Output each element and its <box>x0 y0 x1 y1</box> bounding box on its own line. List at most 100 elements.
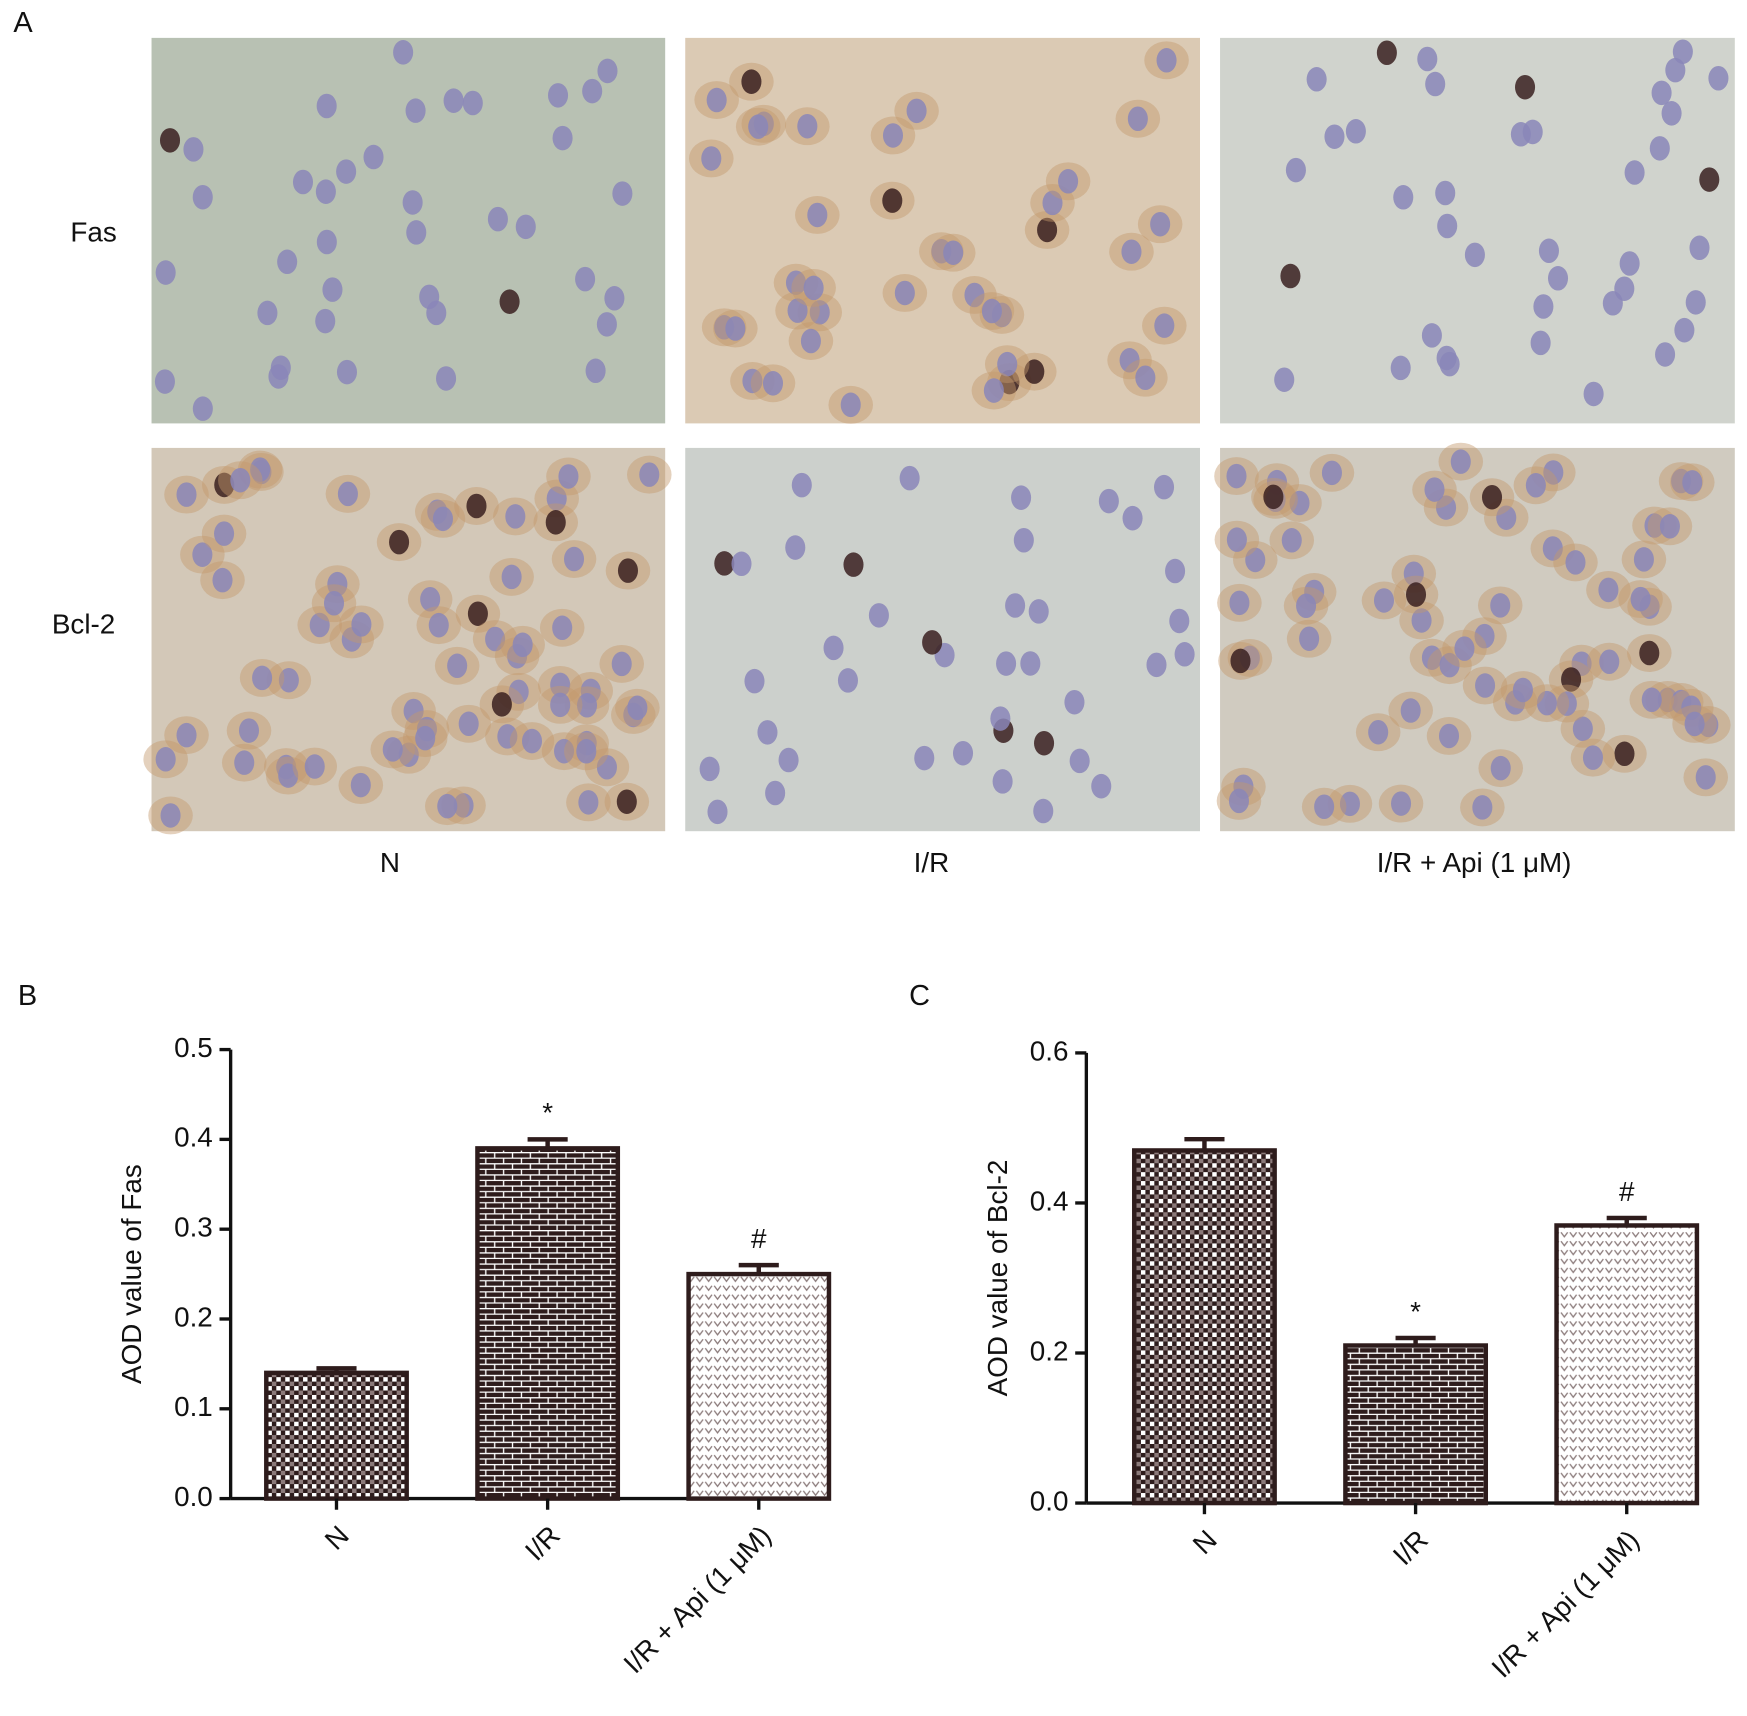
cell-nucleus <box>762 371 784 396</box>
cell-nucleus <box>952 740 974 766</box>
cell-nucleus <box>1119 348 1140 373</box>
cell-nucleus <box>1515 74 1536 100</box>
cell-nucleus <box>1289 490 1310 516</box>
significance-marker: # <box>1619 1176 1635 1207</box>
cell-nucleus <box>1437 213 1458 239</box>
cell-nucleus <box>1263 484 1284 510</box>
cell-nucleus <box>548 83 569 108</box>
column-label: I/R + Api (1 μM) <box>1377 847 1572 878</box>
cell-nucleus <box>462 90 483 116</box>
cell-nucleus <box>336 159 357 184</box>
cell-nucleus <box>1127 106 1148 132</box>
cell-nucleus <box>508 679 529 705</box>
cell-nucleus <box>1661 101 1682 126</box>
cell-nucleus <box>1028 599 1049 624</box>
cell-nucleus <box>785 535 806 560</box>
cell-nucleus <box>1421 323 1442 348</box>
cell-nucleus <box>1438 723 1460 749</box>
cell-nucleus <box>420 586 441 612</box>
cell-nucleus <box>578 790 599 815</box>
cell-nucleus <box>597 58 618 84</box>
bar <box>1554 1223 1700 1506</box>
cell-nucleus <box>612 181 633 206</box>
cell-nucleus <box>159 128 181 153</box>
cell-nucleus <box>585 358 606 384</box>
cell-nucleus <box>922 630 943 655</box>
cell-nucleus <box>1024 359 1045 384</box>
cell-nucleus <box>1439 652 1460 678</box>
bar <box>1343 1343 1489 1506</box>
cell-nucleus <box>576 739 597 764</box>
cell-nucleus <box>415 725 436 751</box>
cell-nucleus <box>1424 477 1445 502</box>
cell-nucleus <box>1011 485 1032 510</box>
cell-nucleus <box>797 113 818 139</box>
cell-nucleus <box>393 40 414 65</box>
cell-nucleus <box>155 260 176 285</box>
x-tick-label: I/R <box>1387 1524 1434 1571</box>
cell-nucleus <box>1685 290 1706 315</box>
cell-nucleus <box>617 558 639 583</box>
cell-nucleus <box>1146 652 1167 678</box>
cell-nucleus <box>1321 460 1342 486</box>
cell-nucleus <box>1572 716 1593 742</box>
cell-nucleus <box>1536 690 1557 716</box>
cell-nucleus <box>701 146 722 171</box>
cell-nucleus <box>515 214 536 240</box>
cell-nucleus <box>882 123 904 148</box>
cell-nucleus <box>1098 488 1119 514</box>
cell-nucleus <box>552 615 573 641</box>
cell-nucleus <box>466 493 487 519</box>
cell-nucleus <box>1530 330 1551 356</box>
cell-nucleus <box>1228 788 1249 814</box>
cell-nucleus <box>714 551 735 576</box>
cell-nucleus <box>323 590 345 616</box>
cell-nucleus <box>882 188 903 213</box>
cell-nucleus <box>837 668 858 693</box>
panel-label: A <box>13 7 33 39</box>
cell-nucleus <box>154 369 175 394</box>
x-tick-label: N <box>319 1520 355 1556</box>
cell-nucleus <box>1454 636 1475 661</box>
bar <box>1132 1148 1277 1506</box>
cell-nucleus <box>639 462 660 487</box>
cell-nucleus <box>1496 505 1517 530</box>
cell-nucleus <box>1042 190 1063 216</box>
cell-nucleus <box>497 724 518 749</box>
cell-nucleus <box>744 668 765 694</box>
cell-nucleus <box>1156 48 1177 73</box>
cell-nucleus <box>1425 71 1446 97</box>
cell-nucleus <box>983 378 1004 403</box>
cell-nucleus <box>1649 136 1670 161</box>
x-tick-label: I/R + Api (1 μM) <box>617 1520 777 1680</box>
cell-nucleus <box>278 667 299 693</box>
cell-nucleus <box>1064 689 1085 715</box>
cell-nucleus <box>403 698 424 724</box>
cell-nucleus <box>1674 317 1695 343</box>
cell-nucleus <box>1689 235 1710 261</box>
cell-nucleus <box>596 754 617 780</box>
cell-nucleus <box>899 465 920 491</box>
y-tick-label: 0.0 <box>1030 1485 1069 1516</box>
cell-nucleus <box>402 190 423 215</box>
cell-nucleus <box>443 88 464 113</box>
cell-nucleus <box>1490 593 1511 618</box>
cell-nucleus <box>1512 677 1533 703</box>
cell-nucleus <box>505 504 526 529</box>
cell-nucleus <box>1150 211 1171 237</box>
cell-nucleus <box>1533 294 1554 319</box>
cell-nucleus <box>406 220 427 245</box>
error-bar <box>316 1366 357 1373</box>
cell-nucleus <box>1005 593 1026 618</box>
y-tick-label: 0.2 <box>1030 1335 1069 1366</box>
cell-nucleus <box>315 308 336 334</box>
cell-nucleus <box>1403 561 1424 586</box>
cell-nucleus <box>351 612 372 637</box>
cell-nucleus <box>894 280 915 306</box>
cell-nucleus <box>183 137 204 162</box>
error-bar <box>1395 1335 1436 1346</box>
cell-nucleus <box>823 635 844 661</box>
cell-nucleus <box>1543 460 1564 485</box>
cell-nucleus <box>943 240 964 265</box>
micrograph <box>685 447 1200 832</box>
